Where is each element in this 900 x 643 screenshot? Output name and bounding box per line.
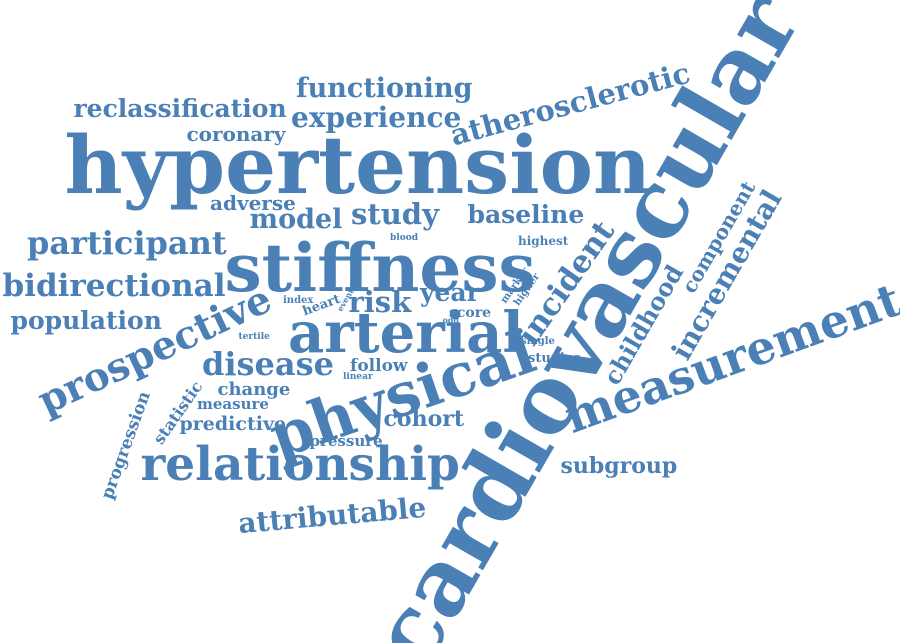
word-index: index — [283, 295, 314, 306]
word-risk: risk — [348, 284, 412, 319]
word-experience: experience — [291, 101, 462, 134]
word-cohort: cohort — [383, 406, 465, 432]
word-pressure: pressure — [309, 431, 383, 450]
word-subgroup: subgroup — [560, 453, 678, 479]
word-linear: linear — [343, 371, 373, 382]
word-disease: disease — [202, 345, 335, 383]
word-odd: odd — [442, 315, 460, 325]
word-relationship: relationship — [140, 436, 460, 492]
word-change: change — [217, 379, 291, 400]
word-stiffness: stiffness — [224, 229, 536, 307]
word-measure: measure — [197, 394, 269, 413]
word-arterial: arterial — [288, 300, 524, 366]
word-bidirectional: bidirectional — [2, 267, 226, 304]
word-model: model — [249, 203, 343, 235]
word-blood: blood — [390, 232, 419, 243]
word-functioning: functioning — [296, 72, 473, 104]
word-coronary: coronary — [186, 122, 286, 146]
word-adverse: adverse — [210, 191, 296, 215]
word-highest: highest — [518, 234, 569, 248]
word-participant: participant — [27, 224, 227, 262]
word-reclassification: reclassification — [73, 93, 287, 123]
word-population: population — [10, 305, 162, 335]
word-baseline: baseline — [467, 199, 585, 229]
word-tertile: tertile — [238, 331, 270, 342]
word-year: year — [420, 277, 480, 307]
word-single: single — [521, 336, 555, 347]
word-attributable: attributable — [236, 490, 428, 541]
word-follow: follow — [350, 355, 408, 376]
word-score: score — [449, 305, 492, 321]
word-predictive: predictive — [179, 412, 287, 435]
word-study: study — [351, 196, 439, 231]
word-studies: studies — [528, 350, 581, 366]
word-hypertension: hypertension — [64, 118, 652, 212]
